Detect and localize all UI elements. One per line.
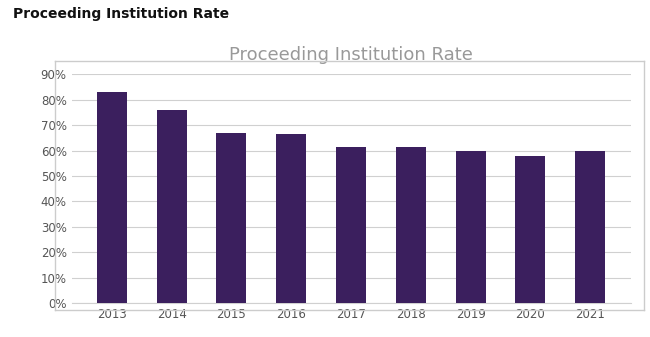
- Bar: [456, 151, 486, 303]
- Bar: [97, 92, 127, 303]
- Bar: [157, 110, 187, 303]
- Bar: [276, 134, 306, 303]
- Bar: [575, 151, 605, 303]
- Text: Proceeding Institution Rate: Proceeding Institution Rate: [13, 7, 229, 21]
- Bar: [336, 147, 366, 303]
- Bar: [396, 147, 426, 303]
- Bar: [216, 133, 246, 303]
- Bar: [515, 156, 545, 303]
- Title: Proceeding Institution Rate: Proceeding Institution Rate: [229, 46, 473, 64]
